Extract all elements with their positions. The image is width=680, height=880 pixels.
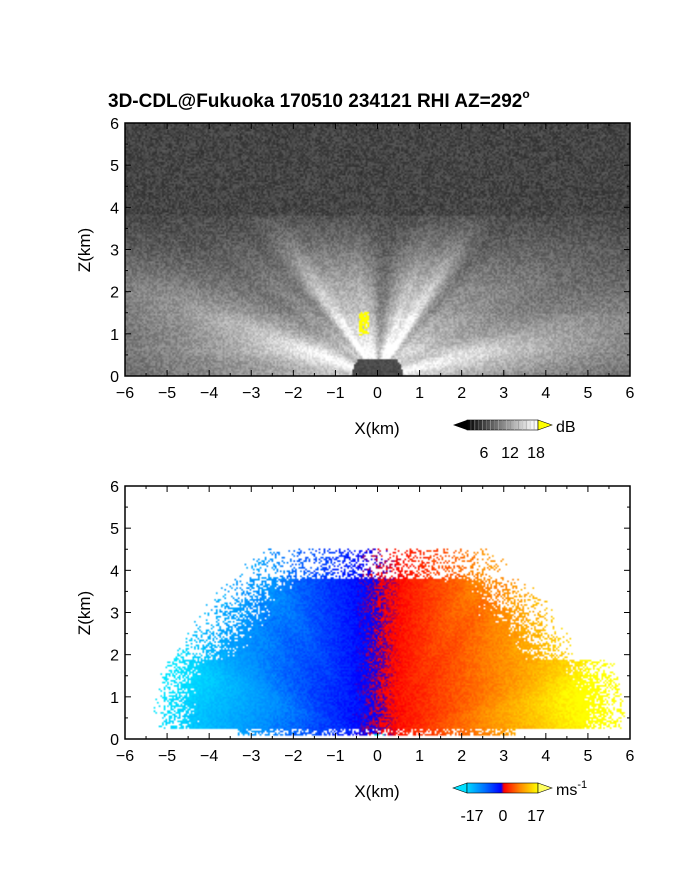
x-tick-label: −4 [200, 385, 218, 402]
figure-title: 3D-CDL@Fukuoka 170510 234121 RHI AZ=292o [108, 87, 530, 112]
x-tick-label: −5 [158, 385, 176, 402]
velocity-image [125, 486, 630, 739]
x-tick-label: −2 [284, 385, 302, 402]
y-tick-label: 2 [110, 285, 119, 302]
x-tick-label: 5 [583, 748, 592, 765]
velocity-panel: −6 −5 −4 −3 −2 −1 0 1 2 3 4 5 6 0 1 2 3 4 5 6 X(km) Z(km) m… [75, 479, 635, 825]
y-tick-label: 0 [110, 369, 119, 386]
x-tick-label: 4 [541, 385, 550, 402]
backscatter-colorbar: dB 6 12 18 [453, 419, 576, 462]
x-tick-label: −3 [242, 385, 260, 402]
x-tick-label: −6 [116, 748, 134, 765]
x-tick-label: 3 [499, 385, 508, 402]
velocity-colorbar-unit-exponent: -1 [577, 779, 587, 791]
backscatter-image [125, 123, 630, 376]
velocity-colorbar-tick-3: 17 [527, 808, 545, 825]
x-tick-label: −6 [116, 385, 134, 402]
y-tick-label: 1 [110, 327, 119, 344]
y-tick-label: 6 [110, 116, 119, 133]
velocity-colorbar-low-arrow [452, 782, 468, 794]
velocity-colorbar-tick-2: 0 [499, 808, 508, 825]
x-tick-label: 1 [415, 748, 424, 765]
velocity-colorbar: ms-1 -17 0 17 [452, 779, 587, 825]
velocity-ylabel: Z(km) [75, 591, 94, 635]
backscatter-colorbar-low-arrow [453, 420, 467, 430]
x-tick-label: 4 [541, 748, 550, 765]
backscatter-colorbar-unit: dB [556, 419, 576, 436]
velocity-colorbar-tick-1: -17 [460, 808, 483, 825]
backscatter-colorbar-tick-3: 18 [527, 445, 545, 462]
backscatter-ticks: −6 −5 −4 −3 −2 −1 0 1 2 3 4 5 6 0 1 2 3 4 5 6 [110, 116, 634, 402]
backscatter-colorbar-tick-2: 12 [501, 445, 519, 462]
x-tick-label: −2 [284, 748, 302, 765]
x-tick-label: 2 [457, 748, 466, 765]
x-tick-label: 0 [373, 748, 382, 765]
velocity-colorbar-unit: ms-1 [556, 779, 587, 799]
backscatter-colorbar-stripes [470, 420, 535, 430]
y-tick-label: 1 [110, 690, 119, 707]
velocity-colorbar-bar [466, 782, 539, 794]
title-degree: o [522, 87, 529, 101]
y-tick-label: 0 [110, 732, 119, 749]
x-tick-label: 5 [583, 385, 592, 402]
x-tick-label: −3 [242, 748, 260, 765]
x-tick-label: −1 [326, 385, 344, 402]
velocity-colorbar-high-arrow [537, 782, 553, 794]
x-tick-label: 2 [457, 385, 466, 402]
y-tick-label: 3 [110, 243, 119, 260]
x-tick-label: −5 [158, 748, 176, 765]
y-tick-label: 5 [110, 158, 119, 175]
backscatter-colorbar-high-arrow [537, 419, 553, 431]
x-tick-label: 3 [499, 748, 508, 765]
y-tick-label: 3 [110, 606, 119, 623]
x-tick-label: 1 [415, 385, 424, 402]
velocity-ticks: −6 −5 −4 −3 −2 −1 0 1 2 3 4 5 6 0 1 2 3 4 5 6 [110, 479, 634, 765]
y-tick-label: 5 [110, 521, 119, 538]
x-tick-label: 6 [626, 385, 635, 402]
y-tick-label: 6 [110, 479, 119, 496]
x-tick-label: 6 [626, 748, 635, 765]
x-tick-label: 0 [373, 385, 382, 402]
backscatter-xlabel: X(km) [354, 419, 399, 438]
backscatter-ylabel: Z(km) [75, 228, 94, 272]
y-tick-label: 4 [110, 563, 119, 580]
velocity-xlabel: X(km) [354, 782, 399, 801]
title-text: 3D-CDL@Fukuoka 170510 234121 RHI AZ=292 [108, 91, 522, 112]
x-tick-label: −1 [326, 748, 344, 765]
x-tick-label: −4 [200, 748, 218, 765]
velocity-colorbar-unit-base: ms [556, 782, 577, 799]
backscatter-colorbar-tick-1: 6 [480, 445, 489, 462]
y-tick-label: 4 [110, 200, 119, 217]
y-tick-label: 2 [110, 648, 119, 665]
